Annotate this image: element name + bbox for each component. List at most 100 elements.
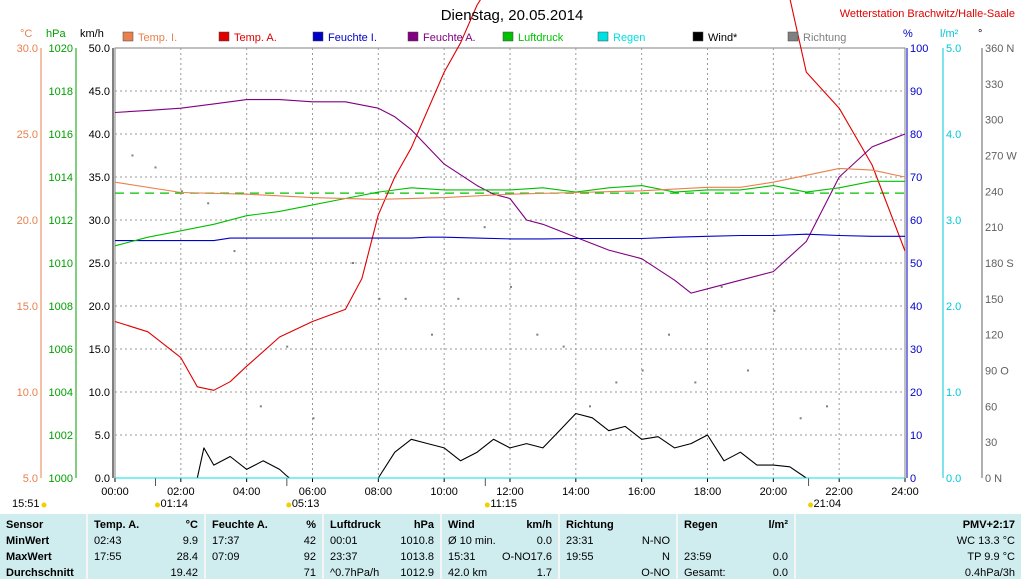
- rain-unit: l/m²: [940, 28, 959, 40]
- table-column-hum: Feuchte A.% 17:37 42 07:09 92 71: [206, 514, 322, 579]
- table-row: 23:31 N-NO: [560, 535, 676, 551]
- dir-tick-label: 240: [985, 186, 1003, 198]
- x-tick-label: 18:00: [694, 486, 722, 498]
- cell-time: 23:37: [330, 551, 358, 563]
- column-header: Richtung: [566, 519, 614, 531]
- cell-value: 92: [303, 551, 316, 563]
- station-name: Wetterstation Brachwitz/Halle-Saale: [840, 8, 1015, 20]
- legend-label: Luftdruck: [518, 32, 564, 44]
- cell-time: 02:43: [94, 535, 122, 547]
- table-header: PMV+2:17: [796, 519, 1021, 535]
- cell-time: 17:55: [94, 551, 122, 563]
- press-tick-label: 1020: [49, 43, 73, 55]
- hum-tick-label: 10: [910, 430, 922, 442]
- series-temp-i: [114, 167, 906, 200]
- press-tick-label: 1006: [49, 344, 73, 356]
- x-tick-label: 16:00: [628, 486, 656, 498]
- sun-time-label: 11:15: [490, 498, 517, 510]
- wind-tick-label: 10.0: [89, 387, 110, 399]
- table-row: 42.0 km 1.7: [442, 567, 558, 583]
- legend-swatch: [312, 31, 324, 42]
- legend-swatch: [787, 31, 799, 42]
- table-row: 19.42: [88, 567, 204, 583]
- dir-tick-label: 210: [985, 222, 1003, 234]
- press-tick-label: 1010: [49, 258, 73, 270]
- table-row: 17:37 42: [206, 535, 322, 551]
- cell-value: 71: [303, 567, 316, 579]
- hum-tick-label: 30: [910, 344, 922, 356]
- direction-point: [131, 154, 134, 157]
- column-header: Regen: [684, 519, 718, 531]
- hum-tick-label: 40: [910, 301, 922, 313]
- wind-unit: km/h: [80, 28, 104, 40]
- column-header: Feuchte A.: [212, 519, 268, 531]
- table-row: WC 13.3 °C: [796, 535, 1021, 551]
- temp-tick-label: 15.0: [17, 301, 38, 313]
- wind-tick-label: 0.0: [95, 473, 110, 485]
- pmv-header: PMV+2:17: [962, 519, 1015, 531]
- row-label: MinWert: [6, 535, 50, 547]
- dir-tick-label: 60: [985, 401, 997, 413]
- direction-point: [180, 190, 183, 193]
- temp-unit: °C: [20, 28, 32, 40]
- direction-point: [510, 285, 512, 288]
- column-header: Sensor: [6, 519, 44, 531]
- direction-point: [615, 381, 618, 384]
- dir-tick-label: 300: [985, 115, 1003, 127]
- press-tick-label: 1002: [49, 430, 73, 442]
- legend: Temp. I. Temp. A. Feuchte I. Feuchte A. Luft…: [122, 31, 846, 44]
- cell-time: ^0.7hPa/h: [330, 567, 380, 579]
- table-row: 23:59 0.0: [678, 551, 794, 567]
- table-row: Gesamt: 0.0: [678, 567, 794, 583]
- hum-tick-label: 60: [910, 215, 922, 227]
- direction-point: [207, 202, 210, 205]
- table-row: 71: [206, 567, 322, 583]
- dir-tick-label: 0 N: [985, 473, 1002, 485]
- table-row: 15:31 O-NO 17.6: [442, 551, 558, 567]
- cell-value: O-NO: [641, 567, 670, 579]
- series-feuchte-a: [114, 99, 906, 294]
- cell-time: 00:01: [330, 535, 358, 547]
- table-row: Ø 10 min. 0.0: [442, 535, 558, 551]
- direction-point: [720, 285, 723, 288]
- direction-point: [826, 405, 828, 408]
- press-tick-label: 1004: [49, 387, 73, 399]
- table-header: Temp. A. °C: [88, 519, 204, 535]
- rain-tick-label: 2.0: [946, 301, 961, 313]
- cell-time: 23:31: [566, 535, 594, 547]
- temp-tick-label: 5.0: [23, 473, 38, 485]
- dir-tick-label: 360 N: [985, 43, 1014, 55]
- cell-time: Ø 10 min.: [448, 535, 496, 547]
- wind-tick-label: 30.0: [89, 215, 110, 227]
- temp-tick-label: 25.0: [17, 129, 38, 141]
- wind-tick-label: 15.0: [89, 344, 110, 356]
- legend-swatch: [692, 31, 704, 42]
- hum-tick-label: 0: [910, 473, 916, 485]
- column-unit: hPa: [413, 519, 434, 531]
- direction-point: [799, 417, 802, 420]
- direction-point: [694, 381, 697, 384]
- column-unit: km/h: [526, 519, 552, 531]
- series-layer: [114, 0, 906, 479]
- table-row: 19:55 N: [560, 551, 676, 567]
- direction-point: [312, 417, 315, 420]
- table-row: 00:01 1010.8: [324, 535, 440, 551]
- legend-label: Feuchte I.: [328, 32, 377, 44]
- cell-value: 19.42: [170, 567, 198, 579]
- dir-tick-label: 90 O: [985, 366, 1009, 378]
- row-label: MaxWert: [6, 551, 52, 563]
- x-tick-label: 00:00: [101, 486, 129, 498]
- press-tick-label: 1000: [49, 473, 73, 485]
- temp-tick-label: 10.0: [17, 387, 38, 399]
- hum-tick-label: 20: [910, 387, 922, 399]
- cell-value: 1012.9: [400, 567, 434, 579]
- cell-time: Gesamt:: [684, 567, 726, 579]
- x-tick-label: 02:00: [167, 486, 195, 498]
- x-tick-label: 24:00: [891, 486, 919, 498]
- direction-point: [773, 309, 776, 312]
- cell-time: 15:31: [448, 551, 476, 563]
- sun-time-label: 21:04: [814, 498, 842, 510]
- table-row: ^0.7hPa/h 1012.9: [324, 567, 440, 583]
- table-header: Sensor: [0, 519, 86, 535]
- column-header: Luftdruck: [330, 519, 381, 531]
